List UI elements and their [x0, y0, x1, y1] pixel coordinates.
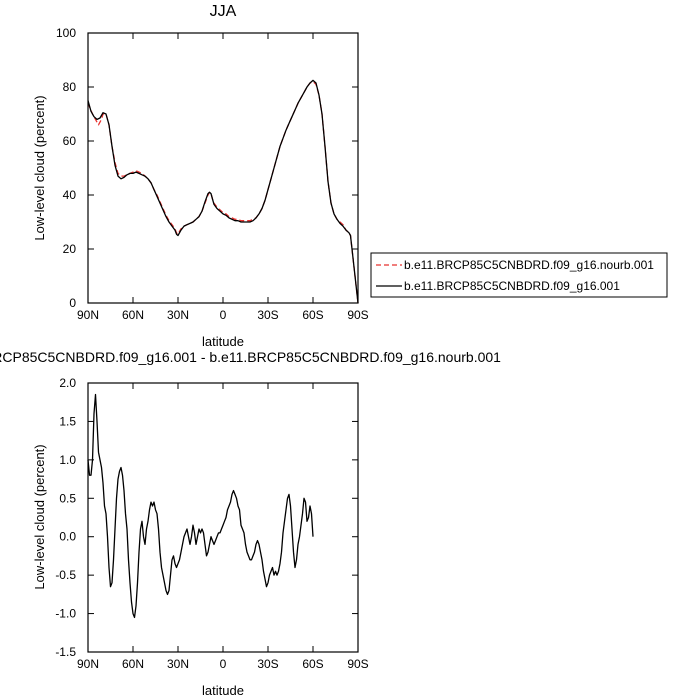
chart-title: JJA	[210, 3, 237, 20]
series-line-1	[87, 79, 359, 304]
plot-frame	[87, 382, 359, 653]
series-line-0	[87, 393, 314, 619]
x-tick-label: 90S	[347, 657, 368, 671]
x-tick-label: 90N	[77, 657, 99, 671]
legend-label-nourb: b.e11.BRCP85C5CNBDRD.f09_g16.nourb.001	[404, 258, 654, 272]
x-tick-label: 60S	[302, 657, 323, 671]
x-tick-label: 90N	[77, 308, 99, 322]
chart-title: b.e11.BRCP85C5CNBDRD.f09_g16.001 - b.e11…	[0, 349, 501, 365]
y-tick-label: 1.0	[59, 453, 76, 467]
y-tick-label: 20	[63, 242, 77, 256]
x-tick-label: 30N	[167, 308, 189, 322]
x-tick-label: 60N	[122, 308, 144, 322]
legend-label-control: b.e11.BRCP85C5CNBDRD.f09_g16.001	[404, 279, 620, 293]
y-tick-label: 40	[63, 188, 77, 202]
x-tick-label: 0	[220, 308, 227, 322]
y-tick-label: 0.5	[59, 491, 76, 505]
x-tick-label: 30N	[167, 657, 189, 671]
y-tick-label: -1.0	[55, 607, 76, 621]
legend: b.e11.BRCP85C5CNBDRD.f09_g16.nourb.001 b…	[370, 252, 668, 298]
y-axis-label: Low-level cloud (percent)	[32, 444, 47, 589]
y-tick-label: 2.0	[59, 376, 76, 390]
y-tick-label: 0	[69, 296, 76, 310]
x-tick-label: 60S	[302, 308, 323, 322]
x-tick-label: 90S	[347, 308, 368, 322]
x-axis-label: latitude	[202, 683, 244, 698]
y-axis-label: Low-level cloud (percent)	[32, 95, 47, 240]
legend-box	[370, 252, 668, 298]
chart-bottom: b.e11.BRCP85C5CNBDRD.f09_g16.001 - b.e11…	[0, 349, 501, 698]
y-tick-label: 60	[63, 134, 77, 148]
chart-top: JJA 90N 60N 30N 0 30S 60S 90S 0 20 40 60 80 100 lati…	[32, 3, 668, 349]
y-tick-label: 1.5	[59, 414, 76, 428]
series-line-0	[87, 80, 359, 304]
plot-area: 90N 60N 30N 0 30S 60S 90S -1.5 -1.0 -0.5 0.0 0.5 1.0…	[55, 376, 368, 671]
x-tick-label: 0	[220, 657, 227, 671]
y-tick-label: 80	[63, 80, 77, 94]
x-tick-label: 60N	[122, 657, 144, 671]
y-tick-label: -1.5	[55, 645, 76, 659]
plot-area: 90N 60N 30N 0 30S 60S 90S 0 20 40 60 80 100	[56, 26, 369, 322]
x-axis-label: latitude	[202, 334, 244, 349]
x-tick-label: 30S	[257, 308, 278, 322]
y-tick-label: 100	[56, 26, 76, 40]
y-tick-label: -0.5	[55, 568, 76, 582]
y-tick-label: 0.0	[59, 530, 76, 544]
x-tick-label: 30S	[257, 657, 278, 671]
plot-frame	[87, 32, 359, 304]
